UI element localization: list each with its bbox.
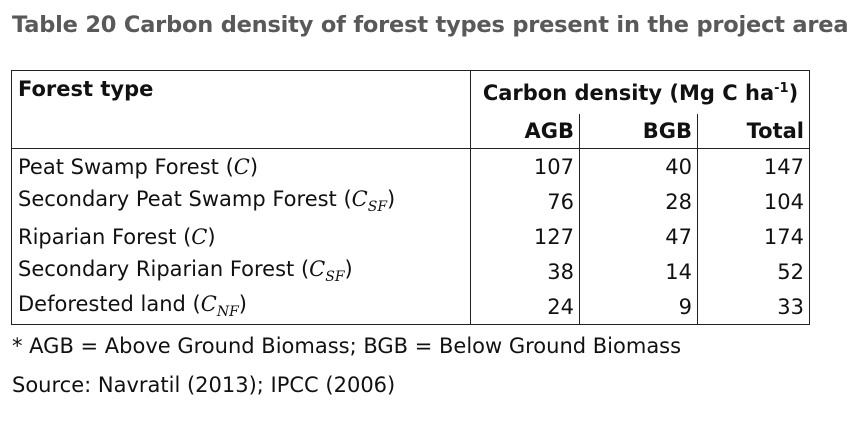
- bgb-cell: 40: [579, 148, 698, 184]
- table-row: Riparian Forest (C) 127 47 174: [11, 219, 810, 254]
- total-cell: 104: [697, 184, 810, 219]
- forest-type-cell: Riparian Forest (C): [11, 219, 471, 254]
- forest-type-cell: Peat Swamp Forest (C): [11, 148, 471, 184]
- bgb-header: BGB: [579, 114, 698, 149]
- agb-cell: 127: [470, 219, 580, 254]
- agb-cell: 107: [470, 148, 580, 184]
- carbon-density-table: Forest type Carbon density (Mg C ha-1) A…: [11, 70, 810, 325]
- agb-cell: 24: [470, 289, 580, 325]
- forest-type-cell: Secondary Riparian Forest (CSF): [11, 254, 471, 289]
- total-cell: 147: [697, 148, 810, 184]
- agb-cell: 38: [470, 254, 580, 289]
- table-row: Secondary Peat Swamp Forest (CSF) 76 28 …: [11, 184, 810, 219]
- source-note: Source: Navratil (2013); IPCC (2006): [12, 373, 396, 397]
- table-caption: Table 20 Carbon density of forest types …: [12, 12, 849, 38]
- bgb-cell: 14: [579, 254, 698, 289]
- footnote: * AGB = Above Ground Biomass; BGB = Belo…: [12, 334, 682, 358]
- bgb-cell: 28: [579, 184, 698, 219]
- forest-type-cell: Deforested land (CNF): [11, 289, 471, 325]
- total-cell: 174: [697, 219, 810, 254]
- subheader-row: AGB BGB Total: [12, 114, 810, 149]
- total-header: Total: [697, 114, 810, 149]
- bgb-cell: 47: [579, 219, 698, 254]
- total-cell: 33: [697, 289, 810, 325]
- forest-type-header: Forest type: [11, 70, 471, 149]
- bgb-cell: 9: [579, 289, 698, 325]
- table-row: Secondary Riparian Forest (CSF) 38 14 52: [11, 254, 810, 289]
- forest-type-cell: Secondary Peat Swamp Forest (CSF): [11, 184, 471, 219]
- header-row: Forest type Carbon density (Mg C ha-1): [11, 70, 810, 149]
- table-row: Deforested land (CNF) 24 9 33: [11, 289, 810, 325]
- carbon-density-header: Carbon density (Mg C ha-1): [470, 70, 810, 114]
- agb-cell: 76: [470, 184, 580, 219]
- agb-header: AGB: [470, 114, 580, 149]
- total-cell: 52: [697, 254, 810, 289]
- table-row: Peat Swamp Forest (C) 107 40 147: [11, 148, 810, 184]
